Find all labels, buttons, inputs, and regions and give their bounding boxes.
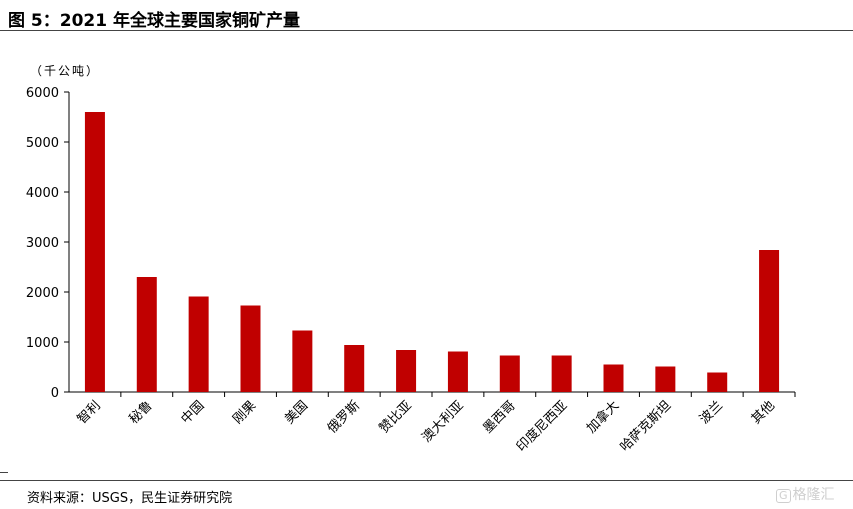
chart-axes (64, 91, 796, 397)
title-divider (0, 30, 853, 31)
bar (292, 330, 313, 392)
x-tick-label: 美国 (282, 398, 311, 427)
watermark: G 格隆汇 (776, 484, 835, 504)
x-tick-label: 印度尼西亚 (513, 398, 570, 455)
x-tick-label: 赞比亚 (377, 398, 415, 436)
y-tick-label: 6000 (26, 86, 59, 101)
x-tick-label: 刚果 (230, 398, 259, 427)
x-tick-label: 秘鲁 (127, 398, 156, 427)
bar (344, 345, 365, 392)
footer-corner-tick (0, 472, 8, 473)
x-tick-label: 哈萨克斯坦 (618, 398, 675, 455)
footer-divider (0, 480, 853, 481)
bar (240, 305, 261, 392)
bar (84, 112, 105, 392)
bar (707, 372, 728, 392)
x-tick-label: 墨西哥 (480, 398, 518, 436)
x-tick-label: 加拿大 (583, 398, 622, 437)
watermark-logo-icon: G (776, 489, 791, 503)
y-tick-label: 5000 (26, 136, 59, 151)
y-tick-label: 3000 (26, 236, 59, 251)
chart-labels: 0 1000 2000 3000 4000 5000 6000 智利 秘鲁 中国 刚果 美国 俄罗斯 赞比… (26, 86, 778, 455)
bar (603, 364, 624, 392)
x-tick-label: 其他 (749, 398, 778, 427)
x-tick-label: 中国 (178, 398, 207, 427)
bar (655, 366, 676, 392)
bar (499, 355, 520, 392)
bar (188, 296, 209, 392)
x-tick-label: 波兰 (697, 398, 726, 427)
y-tick-label: 2000 (26, 286, 59, 301)
watermark-text: 格隆汇 (792, 487, 835, 503)
x-tick-label: 智利 (75, 398, 104, 427)
x-tick-label: 澳大利亚 (419, 398, 467, 446)
y-tick-label: 4000 (26, 186, 59, 201)
bar (759, 250, 780, 392)
y-tick-label: 0 (51, 386, 59, 401)
source-note: 资料来源：USGS，民生证券研究院 (27, 491, 233, 506)
bar (396, 350, 417, 392)
bar (136, 277, 157, 392)
x-tick-label: 俄罗斯 (325, 398, 363, 436)
y-axis-unit-label: （千公吨） (30, 64, 101, 78)
chart-title: 图 5：2021 年全球主要国家铜矿产量 (8, 11, 300, 31)
bar (551, 355, 572, 392)
bar (447, 351, 468, 392)
y-tick-label: 1000 (26, 336, 59, 351)
chart-bars (84, 112, 780, 392)
bar-chart: 0 1000 2000 3000 4000 5000 6000 智利 秘鲁 中国 刚果 美国 俄罗斯 赞比… (26, 86, 796, 455)
